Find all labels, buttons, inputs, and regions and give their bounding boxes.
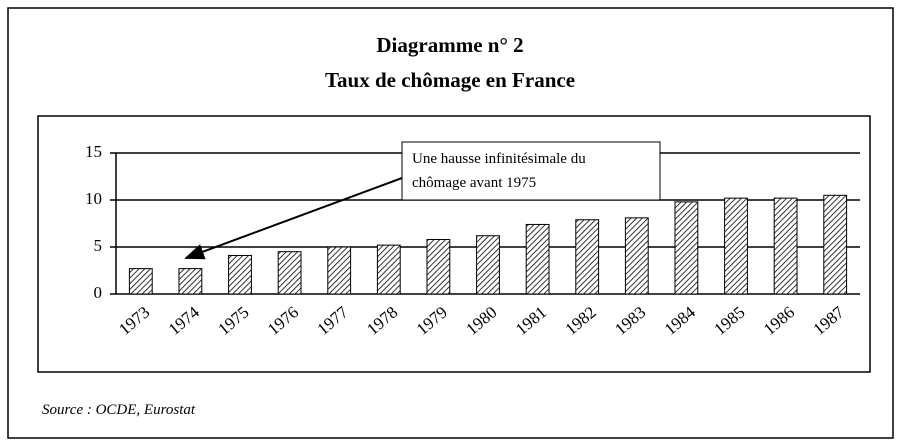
y-tick-label: 5 [94,236,103,255]
plot-frame [37,115,871,373]
source: Source : OCDE, Eurostat [42,402,196,418]
bar [178,268,203,295]
bar [575,219,600,295]
annotation-line: Une hausse infinitésimale du [412,151,586,167]
x-tick-label: 1975 [214,303,252,339]
x-tick-label: 1978 [363,303,401,339]
x-tick-label: 1980 [462,303,500,339]
annotation-arrow [184,177,403,260]
annotation-box [401,141,661,201]
bar [773,197,798,295]
annotation-line: chômage avant 1975 [412,175,536,191]
x-tick-label: 1979 [413,303,451,339]
bar [128,268,153,295]
bar [624,217,649,295]
x-tick-label: 1974 [165,302,204,339]
bar [525,223,550,295]
bar [476,235,500,295]
bar [823,194,848,295]
x-tick-label: 1981 [512,303,550,339]
bar [277,251,302,295]
x-tick-label: 1984 [661,302,700,339]
x-tick-label: 1976 [264,303,302,339]
chart-title: Diagramme n° 2 [376,33,523,57]
x-tick-label: 1973 [115,303,153,339]
bar [228,254,252,295]
x-tick-label: 1986 [760,303,798,339]
y-tick-label: 0 [94,283,103,302]
bar [674,201,699,295]
y-tick-label: 10 [85,189,102,208]
x-tick-label: 1983 [611,303,649,339]
bar [426,238,451,295]
bar [724,197,748,295]
outer-frame [7,7,894,439]
chart-subtitle: Taux de chômage en France [325,68,575,92]
bar [376,244,401,295]
x-tick-label: 1977 [314,302,353,339]
x-tick-label: 1985 [710,303,748,339]
bar [327,246,352,295]
x-tick-label: 1987 [810,302,849,339]
y-tick-label: 15 [85,142,102,161]
x-tick-label: 1982 [562,303,600,339]
